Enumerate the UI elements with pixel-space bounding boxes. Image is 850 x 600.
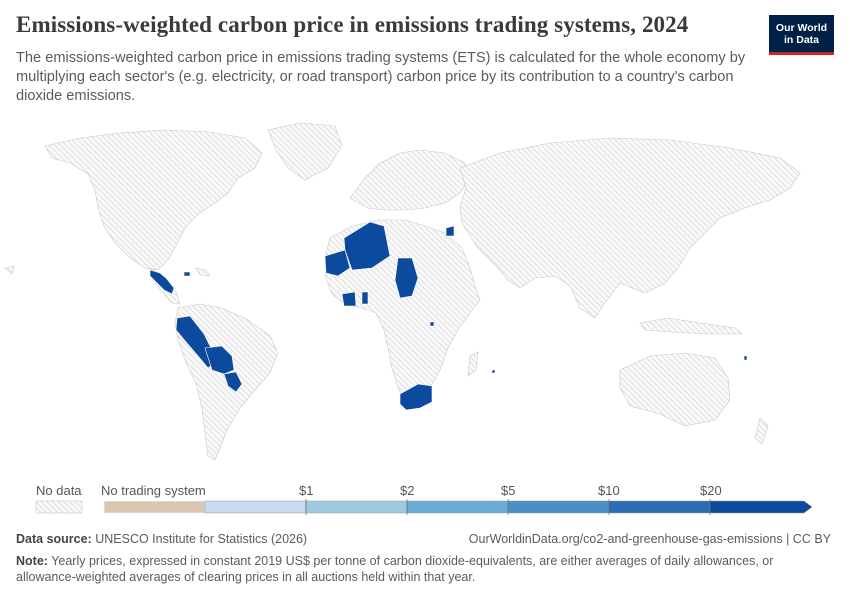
region-south-africa[interactable] xyxy=(399,383,433,411)
world-map[interactable] xyxy=(0,108,850,473)
region-chad[interactable] xyxy=(394,257,419,299)
legend-bin-5[interactable] xyxy=(608,500,711,514)
carbon-price-regions xyxy=(149,221,748,411)
owid-logo[interactable]: Our World in Data xyxy=(769,15,834,55)
region-mauritania-mali[interactable] xyxy=(324,249,351,277)
legend-bin-3[interactable] xyxy=(406,500,509,514)
legend-tick-1: $1 xyxy=(299,483,314,498)
region-indian-ocean-islands[interactable] xyxy=(743,355,748,361)
legend-tick-4: $10 xyxy=(598,483,620,498)
source-url-link[interactable]: OurWorldinData.org/co2-and-greenhouse-ga… xyxy=(468,532,831,546)
legend-bin-4[interactable] xyxy=(507,500,610,514)
legend-tick-3: $5 xyxy=(501,483,516,498)
legend-no-data-label: No data xyxy=(36,483,82,498)
legend-swatches xyxy=(35,499,813,515)
data-source-text[interactable]: UNESCO Institute for Statistics (2026) xyxy=(95,532,308,546)
legend-bin-2[interactable] xyxy=(305,500,408,514)
region-small-island[interactable] xyxy=(491,369,496,374)
region-caribbean[interactable] xyxy=(183,271,191,277)
legend-no-trading-label: No trading system xyxy=(101,483,206,498)
data-source: Data source: UNESCO Institute for Statis… xyxy=(16,532,307,546)
footnote: Note: Yearly prices, expressed in consta… xyxy=(16,553,816,585)
region-bolivia[interactable] xyxy=(204,345,235,375)
logo-line-2: in Data xyxy=(783,33,819,46)
land-antarctic-islands[interactable] xyxy=(4,265,15,275)
legend-bin-6-arrow[interactable] xyxy=(709,500,813,514)
legend-tick-5: $20 xyxy=(700,483,722,498)
land-north-america[interactable] xyxy=(44,129,263,271)
region-mexico-central-america[interactable] xyxy=(149,269,175,295)
land-new-zealand[interactable] xyxy=(754,417,769,445)
land-caribbean[interactable] xyxy=(195,267,211,277)
land-asia[interactable] xyxy=(459,137,801,319)
land-greenland[interactable] xyxy=(267,122,343,181)
legend: No data No trading system $1 $2 $5 $10 $… xyxy=(0,478,850,518)
legend-tick-2: $2 xyxy=(400,483,415,498)
region-ghana[interactable] xyxy=(361,291,369,305)
note-text: Yearly prices, expressed in constant 201… xyxy=(16,554,774,584)
legend-no-trading-swatch[interactable] xyxy=(103,500,206,514)
legend-no-data-swatch[interactable] xyxy=(35,500,83,514)
region-paraguay[interactable] xyxy=(223,371,243,393)
region-rwanda[interactable] xyxy=(429,321,435,327)
logo-line-1: Our World xyxy=(775,21,828,34)
region-cote-divoire[interactable] xyxy=(341,291,357,307)
chart-title: Emissions-weighted carbon price in emiss… xyxy=(16,12,689,37)
land-europe[interactable] xyxy=(349,149,471,211)
region-algeria-niger[interactable] xyxy=(343,221,391,271)
legend-bin-1[interactable] xyxy=(204,500,307,514)
land-madagascar[interactable] xyxy=(467,351,479,377)
land-indonesia[interactable] xyxy=(639,317,743,335)
chart-subtitle: The emissions-weighted carbon price in e… xyxy=(16,50,746,104)
note-label: Note: xyxy=(16,554,48,568)
data-source-label: Data source: xyxy=(16,532,92,546)
region-jordan[interactable] xyxy=(445,225,455,237)
land-australia[interactable] xyxy=(619,352,731,427)
